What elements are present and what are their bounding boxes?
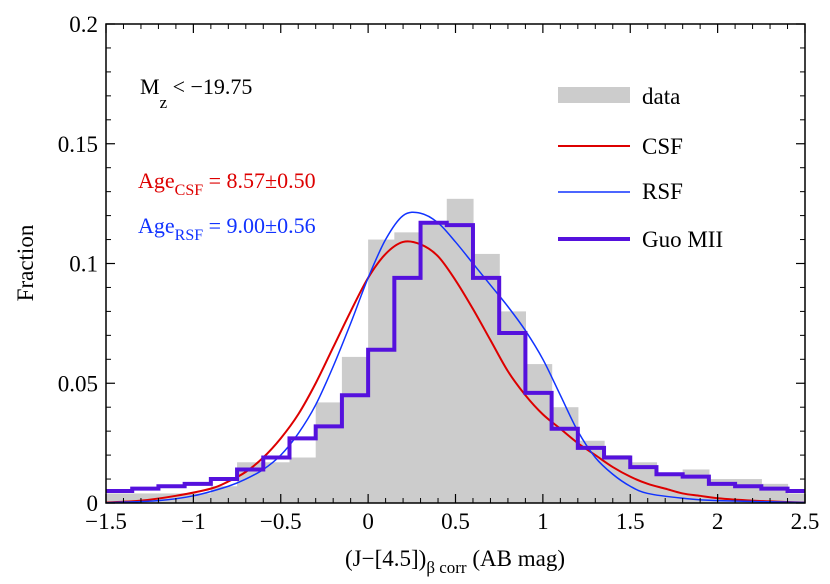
age-rsf-main: Age [138, 213, 175, 238]
data-bar [132, 493, 160, 503]
legend-label-rsf: RSF [642, 179, 683, 204]
x-axis-title-sub: β corr [426, 558, 467, 577]
data-bar [472, 253, 500, 503]
data-bar [525, 364, 553, 503]
x-tick-label: −1 [181, 509, 205, 534]
data-bar [184, 493, 212, 503]
x-tick-label: 2 [712, 509, 724, 534]
y-tick-label: 0 [87, 491, 99, 516]
legend-label-csf: CSF [642, 134, 683, 159]
magnitude-cut-annotation: Mz < −19.75 [140, 74, 252, 112]
x-tick-label: 1.5 [616, 509, 645, 534]
data-bar [106, 493, 133, 503]
x-axis-title-main: (J−[4.5]) [345, 546, 426, 571]
x-tick-label: 0 [362, 509, 374, 534]
mag-cut-sub: z [160, 93, 168, 112]
y-tick-label: 0.15 [58, 132, 98, 157]
data-bar [787, 493, 806, 503]
x-tick-label: 1 [537, 509, 549, 534]
legend-label-data: data [642, 84, 680, 109]
age-csf-sub: CSF [175, 182, 204, 199]
y-tick-label: 0.05 [58, 371, 98, 396]
y-tick-label: 0.1 [69, 252, 98, 277]
x-tick-label: 0.5 [441, 509, 470, 534]
guo-mii-step-histogram [106, 220, 805, 494]
age-rsf-annotation: AgeRSF = 9.00±0.56 [138, 213, 316, 244]
age-csf-main: Age [138, 168, 175, 193]
data-bar [656, 474, 684, 503]
age-csf-annotation: AgeCSF = 8.57±0.50 [138, 168, 316, 199]
data-bar [499, 311, 526, 503]
legend: data CSF RSF Guo MII [558, 84, 723, 252]
mag-cut-rest: < −19.75 [167, 74, 252, 99]
data-bar [420, 222, 448, 503]
data-bar [446, 198, 474, 503]
data-bar [210, 486, 238, 503]
x-axis-title-unit: (AB mag) [467, 546, 565, 571]
data-bar [604, 455, 631, 503]
legend-swatch-data [558, 87, 630, 103]
data-bar [368, 239, 395, 504]
y-axis-title: Fraction [13, 224, 38, 301]
axis-ticks: −1.5 −1 −0.5 0 0.5 1 1.5 2 2.5 0 0.05 0.1 0.15 0.2 [58, 12, 820, 534]
data-bar [577, 440, 605, 503]
data-bar [551, 407, 579, 503]
data-bar [263, 462, 291, 503]
data-bar [158, 493, 186, 503]
x-axis-title: (J−[4.5])β corr (AB mag) [345, 546, 565, 577]
x-tick-label: −0.5 [260, 509, 302, 534]
x-tick-label: 2.5 [791, 509, 820, 534]
legend-label-guo: Guo MII [642, 227, 723, 252]
data-bar [341, 356, 369, 503]
data-bar [394, 232, 422, 504]
guo-mii-step-line [106, 220, 805, 494]
y-tick-label: 0.2 [69, 12, 98, 37]
age-rsf-sub: RSF [175, 227, 204, 244]
data-bar [289, 457, 317, 503]
x-tick-label: −1.5 [85, 509, 127, 534]
mag-cut-main: M [140, 74, 160, 99]
data-histogram-bars [106, 198, 806, 504]
age-rsf-rest: = 9.00±0.56 [203, 213, 315, 238]
data-bar [315, 402, 343, 503]
age-csf-rest: = 8.57±0.50 [203, 168, 315, 193]
